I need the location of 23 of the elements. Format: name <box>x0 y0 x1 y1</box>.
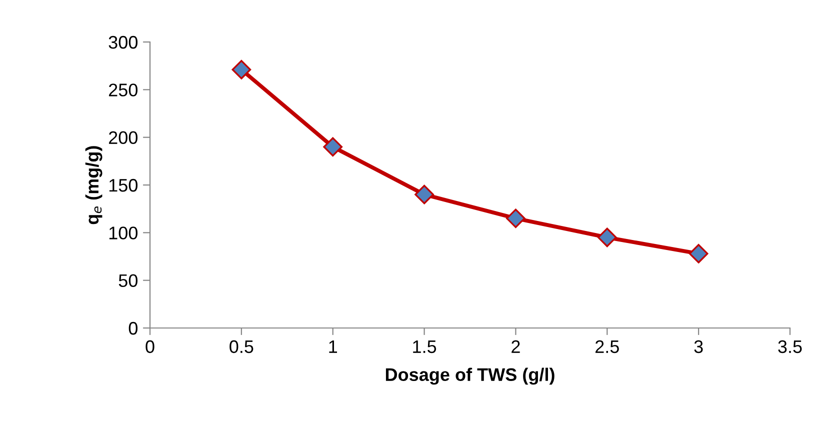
x-tick-label: 2 <box>512 340 520 353</box>
x-tick-label: 3.5 <box>778 340 802 354</box>
y-tick-label: 300 <box>108 36 138 49</box>
x-tick-label: 2.5 <box>596 340 619 354</box>
x-tick-label: 0.5 <box>230 340 254 354</box>
y-tick-label: 100 <box>109 226 138 240</box>
x-tick-label: 0 <box>146 340 154 354</box>
x-tick-label: 1.5 <box>413 340 436 354</box>
x-tick-label: 1 <box>329 340 337 353</box>
point <box>597 228 617 248</box>
y-tick-label: 200 <box>108 131 138 144</box>
y-tick-label: 0 <box>128 322 138 335</box>
y-tick-label: 150 <box>109 178 138 192</box>
point <box>414 184 434 204</box>
point <box>688 244 708 264</box>
point <box>506 208 526 228</box>
point <box>232 60 252 80</box>
point <box>323 137 343 157</box>
y-axis-title: q$_{e}$ (mg/g) <box>85 146 102 224</box>
x-axis-title: Dosage of TWS (g/l) <box>386 368 554 385</box>
y-tick-label: 250 <box>108 84 138 96</box>
x-tick-label: 3 <box>694 340 703 354</box>
y-tick-label: 50 <box>118 274 138 288</box>
